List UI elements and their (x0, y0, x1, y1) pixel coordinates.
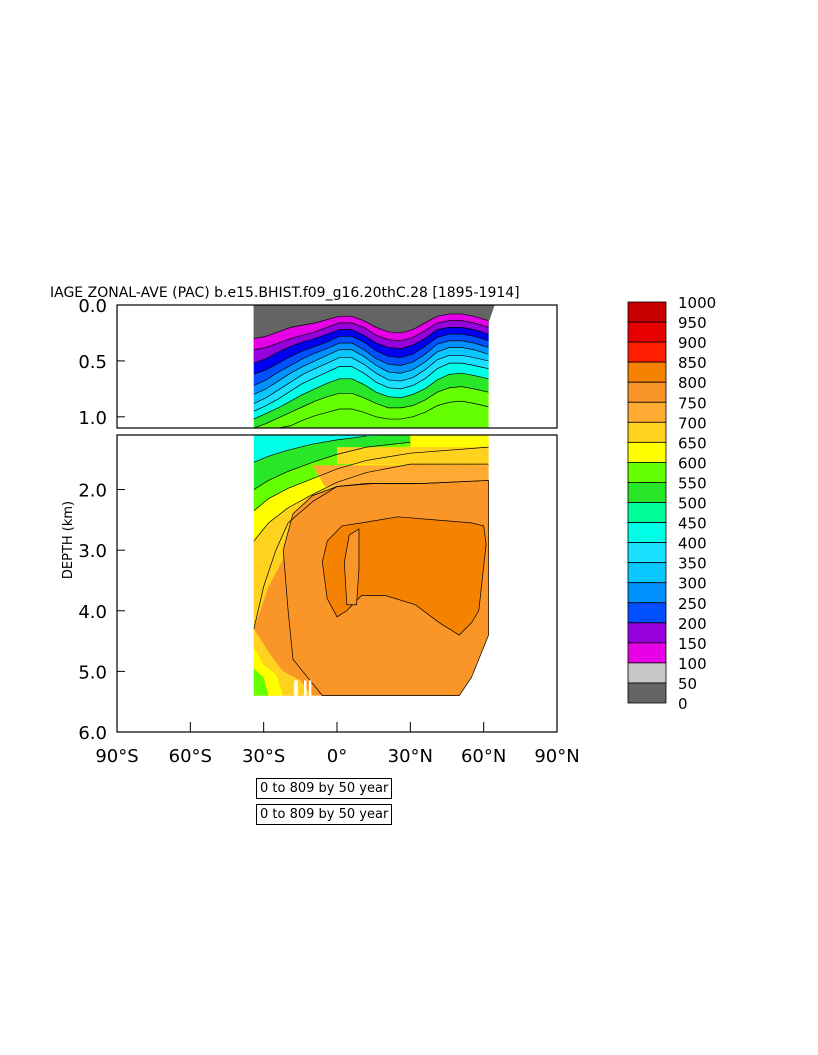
lower-band-500 (253, 435, 411, 490)
legend-swatch (627, 401, 667, 423)
lower-band-700 (312, 465, 489, 487)
upper-y-tick-label: 0.0 (78, 296, 107, 317)
lower-band-550-deep (253, 668, 269, 696)
legend-swatch (627, 642, 667, 664)
legend-label: 650 (678, 434, 707, 452)
legend-swatch (627, 482, 667, 503)
y-axis-label: DEPTH (km) (61, 501, 76, 579)
x-tick-label: 30°S (242, 746, 285, 767)
x-tick-label: 60°S (169, 746, 212, 767)
upper-contour-350 (253, 354, 489, 404)
legend-label: 800 (678, 374, 707, 392)
color-legend: 1000950900850800750700650600550500450400… (627, 294, 716, 713)
legend-label: 350 (678, 555, 707, 573)
upper-contour-50 (253, 313, 489, 339)
legend-label: 300 (678, 575, 707, 593)
upper-y-tick-label: 1.0 (78, 408, 107, 429)
x-tick-label: 0° (327, 746, 347, 767)
legend-label: 900 (678, 334, 707, 352)
x-tick-label: 90°S (95, 746, 138, 767)
lower-y-tick-label: 4.0 (78, 602, 107, 623)
legend-swatch (627, 562, 667, 584)
lower-panel (253, 435, 489, 696)
x-tick-label: 60°N (461, 746, 506, 767)
legend-swatch (627, 461, 667, 483)
contour-note-2: 0 to 809 by 50 year (256, 804, 393, 825)
legend-swatch (627, 301, 667, 323)
upper-contour-200 (253, 333, 489, 375)
upper-contour-550 (253, 400, 489, 429)
lower-contour-3 (253, 463, 489, 542)
bottom-gap-2 (308, 680, 312, 696)
lower-contour-2 (253, 446, 489, 512)
contour-note-1: 0 to 809 by 50 year (256, 778, 393, 799)
legend-swatch (627, 622, 667, 644)
bottom-gap-0 (294, 680, 298, 696)
chart-title: IAGE ZONAL-AVE (PAC) b.e15.BHIST.f09_g16… (50, 285, 520, 301)
legend-swatch (627, 502, 667, 523)
lower-band-800 (321, 516, 487, 636)
legend-label: 950 (678, 314, 707, 332)
lower-band-450 (253, 435, 411, 463)
legend-label: 750 (678, 394, 707, 412)
bottom-gap-1 (304, 680, 307, 696)
legend-label: 50 (678, 675, 697, 693)
legend-label: 100 (678, 655, 707, 673)
legend-swatch (627, 582, 667, 604)
legend-label: 200 (678, 615, 707, 633)
legend-swatch (627, 321, 667, 343)
legend-label: 500 (678, 495, 707, 513)
lower-y-tick-label: 3.0 (78, 541, 107, 562)
lower-contour-1 (253, 441, 411, 490)
legend-swatch (627, 602, 667, 624)
upper-contour-250 (253, 340, 489, 386)
legend-swatch (627, 381, 667, 403)
x-tick-label: 90°N (534, 746, 579, 767)
lower-pocket-750 (343, 528, 360, 606)
legend-label: 850 (678, 354, 707, 372)
upper-contour-100 (253, 320, 489, 351)
legend-swatch (627, 662, 667, 684)
upper-contour-150 (253, 327, 489, 364)
upper-contour-500 (253, 386, 489, 429)
x-tick-label: 30°N (388, 746, 433, 767)
lower-band-600-north (410, 435, 489, 449)
upper-north-edge (483, 305, 495, 323)
legend-label: 400 (678, 535, 707, 553)
lower-contour-4 (253, 480, 489, 630)
legend-label: 600 (678, 454, 707, 472)
lower-y-tick-label: 5.0 (78, 662, 107, 683)
legend-label: 700 (678, 414, 707, 432)
legend-swatch (627, 341, 667, 363)
legend-label: 450 (678, 515, 707, 533)
legend-swatch (627, 542, 667, 564)
legend-swatch (627, 421, 667, 443)
legend-label: 250 (678, 595, 707, 613)
upper-contour-300 (253, 347, 489, 395)
upper-y-tick-label: 0.5 (78, 352, 107, 373)
upper-contour-450 (253, 372, 489, 420)
legend-label: 550 (678, 474, 707, 492)
legend-label: 0 (678, 695, 688, 713)
upper-panel (253, 305, 495, 429)
axes: 0.0 0.5 1.0 2.0 3.0 4.0 5.0 6.090°S 60°S 30°S 0° 30… (78, 296, 579, 767)
upper-band-0 (253, 305, 489, 339)
lower-contour-0 (253, 435, 367, 463)
lower-band-650-north (337, 447, 489, 466)
legend-swatch (627, 522, 667, 543)
upper-contour-400 (253, 362, 489, 412)
legend-label: 150 (678, 635, 707, 653)
upper-frame (116, 304, 558, 429)
legend-swatch (627, 682, 667, 704)
legend-swatch (627, 361, 667, 383)
legend-label: 1000 (678, 294, 716, 312)
lower-y-tick-label: 6.0 (78, 723, 107, 744)
lower-y-tick-label: 2.0 (78, 481, 107, 502)
legend-swatch (627, 441, 667, 463)
